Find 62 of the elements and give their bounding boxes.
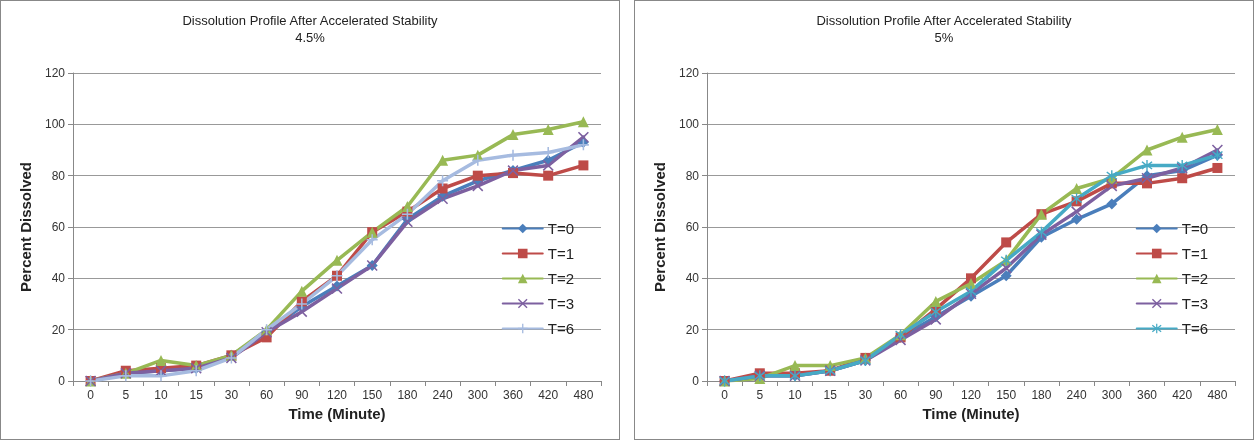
y-tick-label: 100 [678, 117, 700, 132]
x-tick-label: 5 [122, 388, 130, 402]
x-tick-label: 150 [362, 388, 383, 402]
x-tick-label: 120 [326, 388, 348, 402]
x-tick-label: 480 [573, 388, 594, 402]
legend-label: T=3 [1181, 295, 1208, 312]
legend-label: T=1 [1181, 245, 1208, 262]
x-tick-label: 150 [996, 388, 1017, 402]
x-axis-title: Time (Minute) [922, 404, 1020, 422]
y-tick-label: 40 [685, 271, 700, 286]
x-tick-label: 360 [502, 388, 524, 402]
x-tick-label: 240 [1066, 388, 1087, 402]
chart-title: Dissolution Profile After Accelerated Stability [816, 13, 1073, 28]
legend-label: T=2 [547, 270, 574, 287]
y-tick-label: 60 [685, 220, 700, 234]
legend-label: T=1 [547, 245, 574, 262]
chart-title: Dissolution Profile After Accelerated Stability [182, 13, 439, 28]
y-tick-label: 80 [51, 168, 66, 183]
x-tick-label: 90 [929, 388, 943, 402]
y-tick-label: 60 [51, 220, 66, 234]
y-tick-label: 0 [692, 374, 700, 388]
y-axis-title: Percent Dissolved [17, 161, 34, 293]
legend-label: T=6 [547, 320, 574, 337]
x-tick-label: 0 [87, 388, 95, 402]
x-tick-label: 10 [154, 388, 168, 402]
legend-label: T=2 [1181, 270, 1208, 287]
y-tick-label: 100 [44, 117, 66, 132]
chart-subtitle: 4.5% [295, 30, 326, 45]
y-tick-label: 120 [678, 66, 700, 80]
x-tick-label: 10 [788, 388, 802, 402]
x-tick-label: 0 [721, 388, 729, 402]
legend-label: T=6 [1181, 320, 1208, 337]
x-tick-label: 300 [1101, 388, 1123, 402]
x-tick-label: 180 [1031, 388, 1052, 402]
x-tick-label: 5 [756, 388, 764, 402]
legend-label: T=0 [547, 220, 574, 237]
x-tick-label: 90 [295, 388, 309, 402]
x-axis-title: Time (Minute) [288, 404, 386, 422]
x-tick-label: 120 [960, 388, 982, 402]
x-tick-label: 30 [224, 388, 239, 402]
chart-subtitle: 5% [934, 30, 954, 45]
x-tick-label: 30 [858, 388, 873, 402]
y-tick-label: 20 [51, 322, 66, 337]
x-tick-label: 15 [823, 388, 838, 402]
x-tick-label: 60 [893, 388, 908, 402]
y-tick-label: 80 [685, 168, 700, 183]
y-tick-label: 120 [44, 66, 66, 80]
y-tick-label: 40 [51, 271, 66, 286]
x-tick-label: 360 [1136, 388, 1158, 402]
x-tick-label: 420 [538, 388, 559, 402]
x-tick-label: 15 [189, 388, 204, 402]
x-tick-label: 300 [467, 388, 489, 402]
x-tick-label: 420 [1172, 388, 1193, 402]
y-tick-label: 20 [685, 322, 700, 337]
x-tick-label: 240 [432, 388, 453, 402]
legend-label: T=3 [547, 295, 574, 312]
x-tick-label: 60 [259, 388, 274, 402]
legend-label: T=0 [1181, 220, 1208, 237]
y-axis-title: Percent Dissolved [651, 161, 668, 293]
x-tick-label: 480 [1207, 388, 1228, 402]
y-tick-label: 0 [58, 374, 66, 388]
x-tick-label: 180 [397, 388, 418, 402]
